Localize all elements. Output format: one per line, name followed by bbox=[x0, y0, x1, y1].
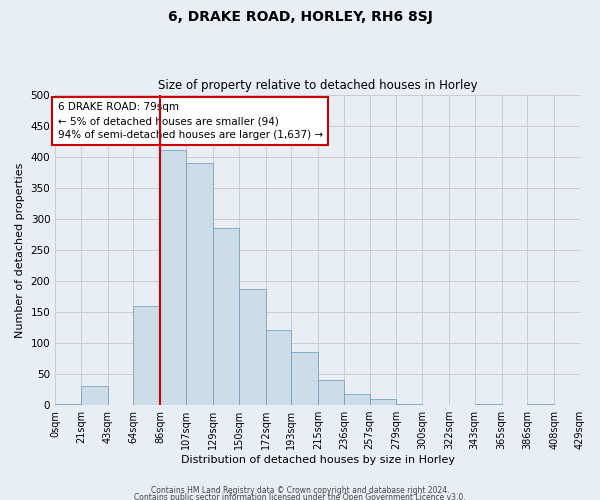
Bar bbox=[266, 330, 291, 405]
Text: Contains public sector information licensed under the Open Government Licence v3: Contains public sector information licen… bbox=[134, 494, 466, 500]
Bar bbox=[344, 394, 370, 405]
Text: Contains HM Land Registry data © Crown copyright and database right 2024.: Contains HM Land Registry data © Crown c… bbox=[151, 486, 449, 495]
Bar bbox=[370, 399, 397, 405]
Bar bbox=[186, 163, 213, 405]
X-axis label: Distribution of detached houses by size in Horley: Distribution of detached houses by size … bbox=[181, 455, 455, 465]
Bar bbox=[160, 150, 186, 405]
Text: 6, DRAKE ROAD, HORLEY, RH6 8SJ: 6, DRAKE ROAD, HORLEY, RH6 8SJ bbox=[167, 10, 433, 24]
Bar bbox=[527, 404, 554, 405]
Y-axis label: Number of detached properties: Number of detached properties bbox=[15, 162, 25, 338]
Bar bbox=[213, 228, 239, 405]
Bar bbox=[318, 380, 344, 405]
Bar bbox=[397, 404, 422, 405]
Bar bbox=[133, 306, 160, 405]
Bar bbox=[475, 404, 502, 405]
Bar bbox=[55, 404, 81, 405]
Text: 6 DRAKE ROAD: 79sqm
← 5% of detached houses are smaller (94)
94% of semi-detache: 6 DRAKE ROAD: 79sqm ← 5% of detached hou… bbox=[58, 102, 323, 140]
Title: Size of property relative to detached houses in Horley: Size of property relative to detached ho… bbox=[158, 79, 478, 92]
Bar bbox=[81, 386, 108, 405]
Bar bbox=[291, 352, 318, 405]
Bar bbox=[239, 289, 266, 405]
